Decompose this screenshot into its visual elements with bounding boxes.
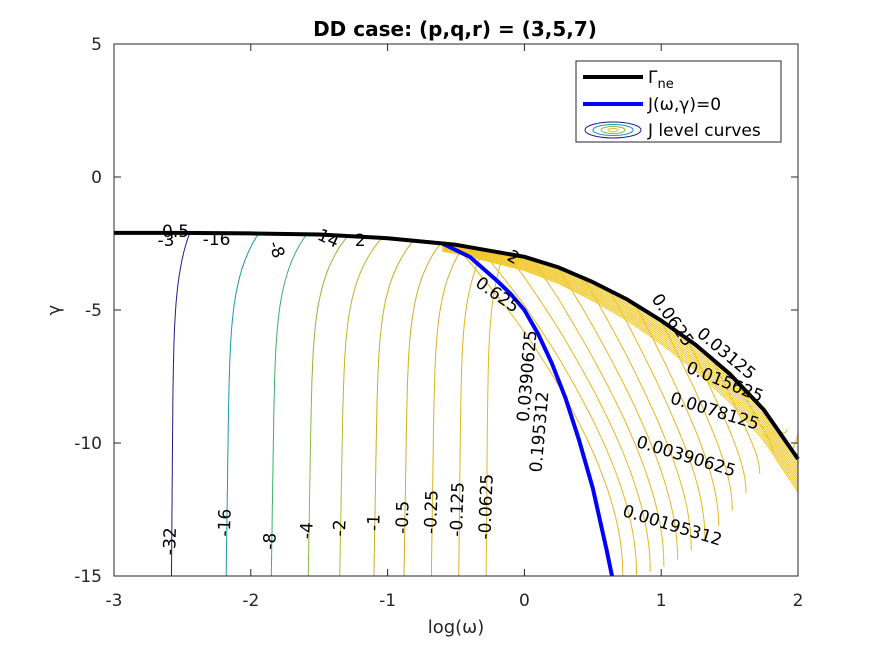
legend-contour-label: J level curves (647, 121, 761, 141)
contour-label: -8 (264, 238, 289, 261)
contour-line-boundary (442, 246, 799, 474)
y-axis-ticks: -15 -10 -5 0 5 (74, 35, 798, 587)
contour-line-positive (687, 340, 747, 494)
contour-line-negative (171, 234, 190, 576)
contour-line-negative (339, 238, 382, 577)
contour-line-positive (507, 254, 651, 572)
gamma-ne-group (114, 230, 800, 461)
contour-line-positive (481, 250, 638, 576)
contour-line-positive (532, 260, 665, 567)
contour-line-boundary (442, 248, 799, 485)
contour-line-negative (485, 254, 505, 577)
x-tick-label: -3 (106, 591, 123, 611)
contour-label: -4 (297, 522, 318, 540)
x-tick-label: 0 (519, 591, 530, 611)
contour-label: 0.5 (162, 222, 189, 242)
gamma-ne-curve (114, 230, 800, 461)
contour-line-negative (225, 234, 259, 577)
contour-line-negative (270, 235, 306, 577)
contour-line-negative (458, 250, 484, 577)
y-tick-label: 0 (91, 168, 102, 188)
x-tick-label: 1 (656, 591, 667, 611)
contour-label: -16 (215, 508, 236, 536)
contour-line-positive (558, 268, 679, 560)
contour-line-boundary (442, 246, 799, 476)
y-tick-label: -5 (85, 301, 102, 321)
y-axis-label: γ (44, 304, 65, 315)
contour-line-boundary (442, 250, 799, 493)
contour-line-positive (713, 361, 761, 474)
contour-line-boundary (442, 247, 799, 479)
contour-line-boundary (442, 244, 799, 468)
contour-label: -0.125 (447, 482, 469, 537)
legend-zero-curve-label: J(ω,γ)=0 (647, 95, 721, 115)
chart-title: DD case: (p,q,r) = (3,5,7) (313, 17, 597, 41)
contour-line-positive (584, 279, 692, 551)
contour-line-boundary (442, 250, 799, 490)
contour-label: -3 (158, 231, 175, 251)
contour-label: 2 (355, 231, 366, 251)
contour-line-boundary (442, 249, 799, 487)
contour-label: -8 (260, 532, 281, 550)
x-tick-label: -2 (242, 591, 259, 611)
legend-box (575, 60, 782, 143)
x-tick-label: -1 (379, 591, 396, 611)
contour-line-negative (430, 247, 464, 577)
x-tick-label: 2 (793, 591, 804, 611)
zero-curve (441, 241, 614, 577)
contour-label: -0.5 (393, 500, 414, 534)
contour-line-negative (403, 244, 441, 577)
y-tick-label: -15 (74, 567, 102, 587)
contour-label: -16 (203, 230, 231, 250)
contour-line-positive (610, 292, 706, 540)
contour-line-boundary (442, 248, 799, 482)
contour-line-negative (373, 241, 413, 577)
contour-label: -0.25 (421, 490, 443, 535)
y-tick-label: 5 (91, 35, 102, 55)
y-tick-label: -10 (74, 434, 102, 454)
contour-line-boundary (442, 245, 799, 471)
contour-label: -2 (330, 519, 351, 537)
contour-label: -32 (160, 527, 181, 555)
legend-contour-icon (584, 121, 642, 139)
zero-curve-group (441, 241, 614, 577)
contour-line-negative (307, 237, 348, 577)
legend: Γne J(ω,γ)=0 J level curves (575, 60, 782, 143)
contour-label: -1 (364, 514, 385, 532)
legend-gamma-ne-label: Γne (648, 68, 674, 92)
contour-label: -0.0625 (475, 474, 497, 540)
x-axis-ticks: -3 -2 -1 0 1 2 (106, 44, 804, 611)
contour-line-positive (636, 306, 720, 526)
x-axis-label: log(ω) (428, 617, 485, 638)
